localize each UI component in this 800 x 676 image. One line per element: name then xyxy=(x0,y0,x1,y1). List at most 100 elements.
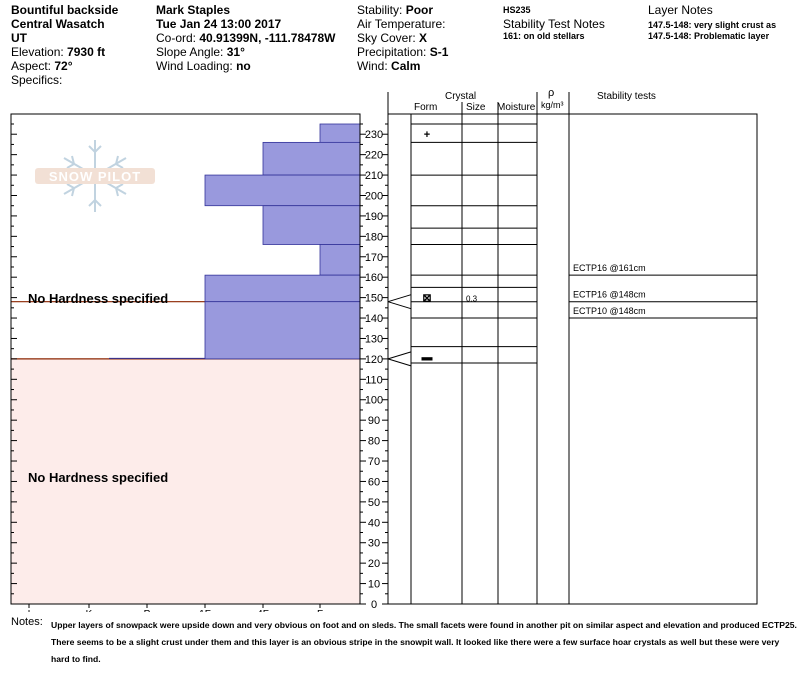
stability-tests-header: Stability tests xyxy=(597,91,656,102)
hardness-tick-label: F xyxy=(317,609,323,612)
layer-connector xyxy=(387,351,412,360)
stability-test-label: ECTP16 @161cm xyxy=(573,263,646,273)
location-name: Bountiful backside xyxy=(11,3,119,17)
region: Central Wasatch xyxy=(11,17,105,31)
y-tick-label: 40 xyxy=(368,517,380,529)
precipitation: Precipitation: S-1 xyxy=(357,45,448,59)
y-tick-label: 140 xyxy=(365,313,383,325)
layer-connector xyxy=(387,358,412,367)
coord-label: Co-ord: xyxy=(156,31,197,45)
hardness-bar xyxy=(204,174,361,207)
moisture-header: Moisture xyxy=(497,102,536,113)
frames xyxy=(10,92,758,605)
y-tick-label: 0 xyxy=(371,599,377,611)
form-header: Form xyxy=(414,102,437,113)
columns-frame xyxy=(387,113,758,605)
y-tick-label: 190 xyxy=(365,211,383,223)
aspect: Aspect: 72° xyxy=(11,59,73,73)
logo-text: SNOW PILOT xyxy=(49,169,141,184)
aspect-label: Aspect: xyxy=(11,59,52,73)
y-tick-label: 230 xyxy=(365,129,383,141)
layer-notes-title: Layer Notes xyxy=(648,3,713,17)
stability-test-lines: ECTP16 @161cm ECTP16 @148cm ECTP10 @148cm xyxy=(569,263,757,319)
stability-notes-title: Stability Test Notes xyxy=(503,17,605,31)
y-tick-label: 180 xyxy=(365,231,383,243)
hardness-bar xyxy=(204,274,361,303)
coordinates: Co-ord: 40.91399N, -111.78478W xyxy=(156,31,335,45)
snowpilot-logo: SNOW PILOT xyxy=(35,140,155,212)
state: UT xyxy=(11,31,27,45)
snow-profile-chart: 0 10 20 30 40 50 60 70 80 90 100 110 120 130 140 150 160… xyxy=(10,87,758,612)
hardness-tick-label: K xyxy=(86,609,93,612)
y-tick-label: 130 xyxy=(365,333,383,345)
sky-label: Sky Cover: xyxy=(357,31,416,45)
sky-value: X xyxy=(419,31,428,45)
stability-value: Poor xyxy=(405,3,434,17)
datetime: Tue Jan 24 13:00 2017 xyxy=(156,17,282,31)
stability-test-label: ECTP10 @148cm xyxy=(573,306,646,316)
no-hardness-zone xyxy=(11,358,360,604)
hardness-bar xyxy=(262,141,361,176)
y-tick-label: 70 xyxy=(368,456,380,468)
y-tick-label: 20 xyxy=(368,558,380,570)
layer-note-1: 147.5-148: very slight crust as xyxy=(648,20,777,30)
no-hardness-label-upper: No Hardness specified xyxy=(28,291,168,306)
hardness-bar xyxy=(319,123,361,143)
hardness-bars xyxy=(109,123,361,360)
crystal-header: Crystal xyxy=(445,91,476,102)
density-unit: kg/m³ xyxy=(541,100,564,110)
precip-label: Precipitation: xyxy=(357,45,427,59)
y-tick-label: 100 xyxy=(365,395,383,407)
grain-form-symbol: ▬ xyxy=(422,352,433,364)
sky-cover: Sky Cover: X xyxy=(357,31,427,45)
y-tick-label: 150 xyxy=(365,293,383,305)
wind-loading-value: no xyxy=(236,59,251,73)
hardness-bar xyxy=(319,244,361,276)
y-tick-label: 60 xyxy=(368,476,380,488)
y-tick-label: 10 xyxy=(368,579,380,591)
y-tick-label: 50 xyxy=(368,497,380,509)
wind-loading-label: Wind Loading: xyxy=(156,59,233,73)
y-tick-label: 160 xyxy=(365,272,383,284)
hardness-bar xyxy=(204,301,361,360)
y-tick-label: 110 xyxy=(365,374,383,386)
coord-value: 40.91399N, -111.78478W xyxy=(199,31,336,45)
observer: Mark Staples xyxy=(156,3,231,17)
snow-height: HS235 xyxy=(503,5,531,15)
air-temp-label: Air Temperature: xyxy=(357,17,446,31)
wind-value: Calm xyxy=(391,59,421,73)
stability-test-label: ECTP16 @148cm xyxy=(573,290,646,300)
y-tick-label: 200 xyxy=(365,190,383,202)
notes-label: Notes: xyxy=(11,616,43,628)
y-tick-label: 170 xyxy=(365,252,383,264)
elevation: Elevation: 7930 ft xyxy=(11,45,105,59)
slope-angle: Slope Angle: 31° xyxy=(156,45,245,59)
density-symbol: ρ xyxy=(548,87,554,99)
layer-connector xyxy=(387,301,412,310)
y-tick-label: 220 xyxy=(365,150,383,162)
hardness-tick-label: 1F xyxy=(199,609,211,612)
precip-value: S-1 xyxy=(429,45,449,59)
notes-text: Upper layers of snowpack were upside dow… xyxy=(51,620,797,664)
size-header: Size xyxy=(466,102,486,113)
grain-forms: + ⊠ 0.3 ▬ xyxy=(422,129,478,364)
layer-connector xyxy=(387,294,412,303)
grain-form-symbol: + xyxy=(424,129,430,141)
wind-label: Wind: xyxy=(357,59,388,73)
y-tick-label: 210 xyxy=(365,170,383,182)
elevation-value: 7930 ft xyxy=(67,45,106,59)
grain-form-symbol: ⊠ xyxy=(422,292,431,304)
stability: Stability: Poor xyxy=(357,3,433,17)
y-tick-label: 90 xyxy=(368,415,380,427)
y-tick-label: 120 xyxy=(365,354,383,366)
hardness-tick-label: 4F xyxy=(257,609,269,612)
hardness-bar xyxy=(262,205,361,245)
layer-boundaries xyxy=(387,123,537,367)
layer-note-2: 147.5-148: Problematic layer xyxy=(648,31,770,41)
stability-note: 161: on old stellars xyxy=(503,31,585,41)
y-tick-label: 80 xyxy=(368,436,380,448)
logo-banner xyxy=(35,168,155,184)
no-hardness-label-lower: No Hardness specified xyxy=(28,470,168,485)
axis-ticks: 0 10 20 30 40 50 60 70 80 90 100 110 120 130 140 150 160… xyxy=(11,123,388,612)
slope-value: 31° xyxy=(226,45,245,59)
